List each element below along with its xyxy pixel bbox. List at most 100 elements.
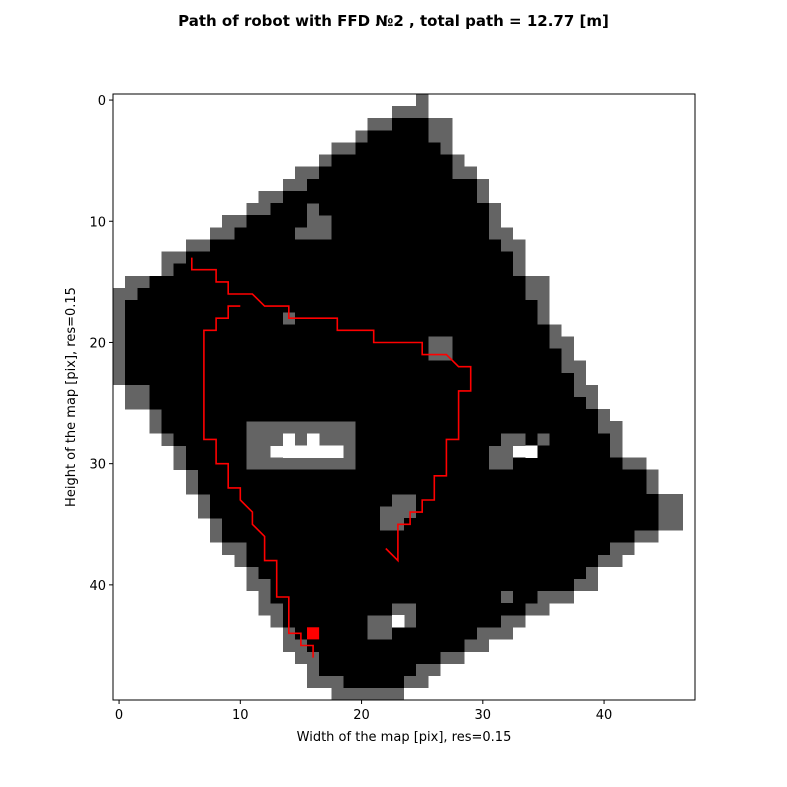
obstacle-cell xyxy=(537,300,550,313)
obstacle-cell xyxy=(585,566,598,580)
free-cell xyxy=(343,675,404,689)
obstacle-cell xyxy=(537,590,574,604)
obstacle-cell xyxy=(222,215,247,228)
obstacle-cell xyxy=(210,227,235,240)
obstacle-cell xyxy=(440,651,465,664)
obstacle-cell xyxy=(585,397,598,410)
obstacle-cell xyxy=(525,287,550,301)
obstacle-cell xyxy=(258,603,283,616)
obstacle-cell xyxy=(367,627,392,640)
free-cell xyxy=(161,409,598,422)
x-tick-label: 30 xyxy=(475,708,492,723)
obstacle-cell xyxy=(622,457,647,471)
free-cell xyxy=(355,421,598,434)
obstacle-cell xyxy=(416,663,441,677)
free-cell xyxy=(125,300,538,313)
obstacle-cell xyxy=(658,493,683,507)
obstacle-cell xyxy=(598,409,611,422)
free-cell xyxy=(307,178,477,192)
obstacle-cell xyxy=(476,178,489,192)
obstacle-cell xyxy=(537,433,550,446)
free-cell xyxy=(270,590,501,604)
free-cell xyxy=(282,603,392,616)
free-cell xyxy=(125,336,429,349)
robot-path-layer xyxy=(191,257,472,658)
obstacle-cell xyxy=(161,251,186,264)
obstacle-cell xyxy=(246,203,271,216)
obstacle-cell xyxy=(222,542,247,555)
free-cell xyxy=(355,457,489,471)
free-cell xyxy=(149,384,574,398)
obstacle-cell xyxy=(210,530,223,543)
free-cell xyxy=(319,203,489,216)
free-cell xyxy=(355,142,441,155)
free-cell xyxy=(537,445,611,458)
unknown-cell xyxy=(282,445,296,458)
obstacle-cell xyxy=(646,481,659,495)
obstacle-cell xyxy=(125,275,150,289)
obstacle-cell xyxy=(428,336,453,349)
free-cell xyxy=(270,203,307,216)
obstacle-cell xyxy=(113,312,126,325)
obstacle-cell xyxy=(185,469,198,483)
obstacle-cell xyxy=(513,263,526,277)
obstacle-cell xyxy=(113,360,126,374)
free-cell xyxy=(210,239,501,252)
obstacle-cell xyxy=(416,94,429,107)
free-cell xyxy=(197,481,647,495)
free-cell xyxy=(416,493,659,507)
free-cell xyxy=(416,506,659,519)
goal-marker xyxy=(307,627,320,640)
x-tick-label: 10 xyxy=(232,708,249,723)
obstacle-cell xyxy=(610,542,635,555)
obstacle-cell xyxy=(331,687,404,701)
obstacle-cell xyxy=(452,166,477,180)
free-cell xyxy=(404,518,659,531)
obstacle-cell xyxy=(391,106,429,119)
y-tick-label: 0 xyxy=(98,94,106,109)
free-cell xyxy=(391,627,477,640)
free-cell xyxy=(355,433,501,446)
obstacle-cell xyxy=(185,239,210,252)
obstacle-cell xyxy=(598,421,623,434)
obstacle-cell xyxy=(573,372,586,386)
obstacle-cell xyxy=(331,142,356,155)
obstacle-cell xyxy=(610,433,623,446)
free-cell xyxy=(513,457,623,471)
obstacle-cell xyxy=(537,312,550,325)
x-axis-ticks: 0 10 20 30 40 xyxy=(115,700,612,723)
free-cell xyxy=(222,530,635,543)
free-cell xyxy=(513,590,538,604)
x-axis-label: Width of the map [pix], res=0.15 xyxy=(297,730,512,745)
obstacle-cell xyxy=(428,130,453,143)
free-cell xyxy=(525,433,538,446)
obstacle-cell xyxy=(234,554,247,567)
obstacle-cell xyxy=(319,433,356,446)
obstacle-cell xyxy=(404,675,429,689)
obstacle-cell xyxy=(258,590,271,604)
x-tick-label: 20 xyxy=(353,708,370,723)
obstacle-cell xyxy=(294,651,320,664)
obstacle-cell xyxy=(125,384,150,398)
free-cell xyxy=(367,130,429,143)
obstacle-cell xyxy=(391,603,417,616)
obstacle-cell xyxy=(149,409,162,422)
obstacle-cell xyxy=(210,518,223,531)
free-cell xyxy=(416,603,526,616)
obstacle-cell xyxy=(488,203,501,216)
y-tick-label: 40 xyxy=(89,579,106,594)
free-cell xyxy=(149,275,526,289)
free-cell xyxy=(391,118,429,131)
obstacle-cell xyxy=(501,239,526,252)
free-cell xyxy=(294,312,538,325)
free-cell xyxy=(246,554,598,567)
obstacle-cell xyxy=(125,397,150,410)
obstacle-cell xyxy=(113,336,126,349)
unknown-cell xyxy=(391,615,405,628)
obstacle-cell xyxy=(525,275,550,289)
unknown-cell xyxy=(282,433,296,446)
obstacle-cell xyxy=(246,578,271,592)
obstacle-cell xyxy=(573,384,598,398)
free-cell xyxy=(331,154,453,168)
